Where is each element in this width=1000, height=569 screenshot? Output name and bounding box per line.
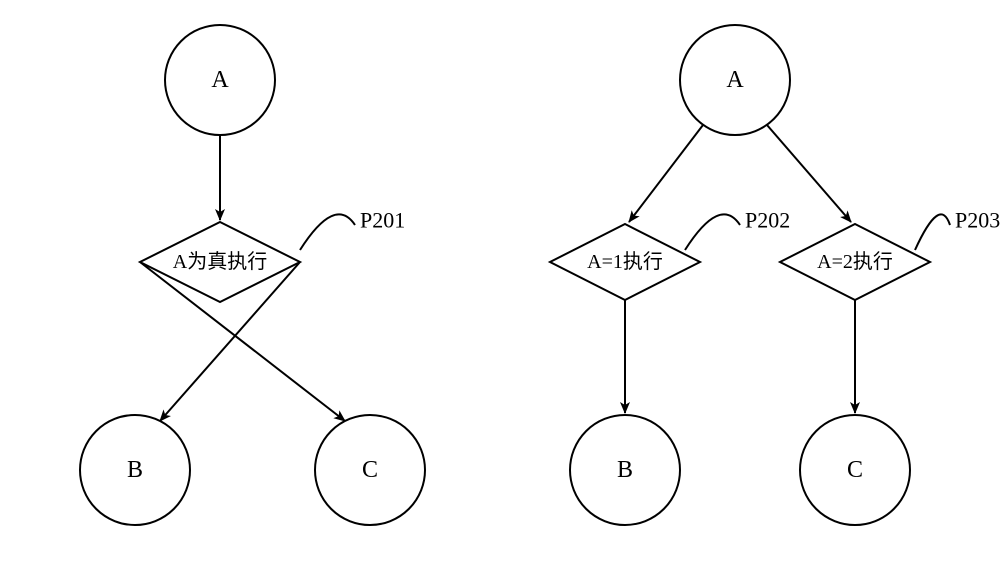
label-a: A (726, 67, 744, 93)
node-b-left: B (80, 415, 190, 525)
diamond-label: A为真执行 (173, 250, 267, 273)
node-a-left: A (165, 25, 275, 135)
node-b-right: B (570, 415, 680, 525)
callout-p203: P203 (915, 208, 1000, 251)
label-a: A (211, 67, 229, 93)
callout-curve (685, 214, 740, 250)
node-c-right: C (800, 415, 910, 525)
edge-a-to-diamond1 (629, 125, 703, 222)
flowchart-diagram: A A为真执行 P201 B C A (0, 0, 1000, 569)
right-tree: A A=1执行 P202 A=2执行 P203 (550, 25, 1000, 525)
edge-diamond-to-b (160, 262, 300, 421)
callout-label: P201 (360, 208, 405, 233)
diamond-label: A=1执行 (587, 250, 663, 273)
callout-p201: P201 (300, 208, 405, 251)
edge-diamond-to-c (140, 262, 345, 421)
callout-curve (915, 214, 950, 250)
label-c: C (362, 457, 378, 483)
left-tree: A A为真执行 P201 B C (80, 25, 425, 525)
node-a-right: A (680, 25, 790, 135)
label-b: B (127, 457, 143, 483)
diamond-p202: A=1执行 (550, 224, 700, 300)
callout-label: P203 (955, 208, 1000, 233)
callout-label: P202 (745, 208, 790, 233)
label-b: B (617, 457, 633, 483)
node-c-left: C (315, 415, 425, 525)
diamond-p203: A=2执行 (780, 224, 930, 300)
label-c: C (847, 457, 863, 483)
diamond-label: A=2执行 (817, 250, 893, 273)
callout-curve (300, 214, 355, 250)
callout-p202: P202 (685, 208, 790, 251)
